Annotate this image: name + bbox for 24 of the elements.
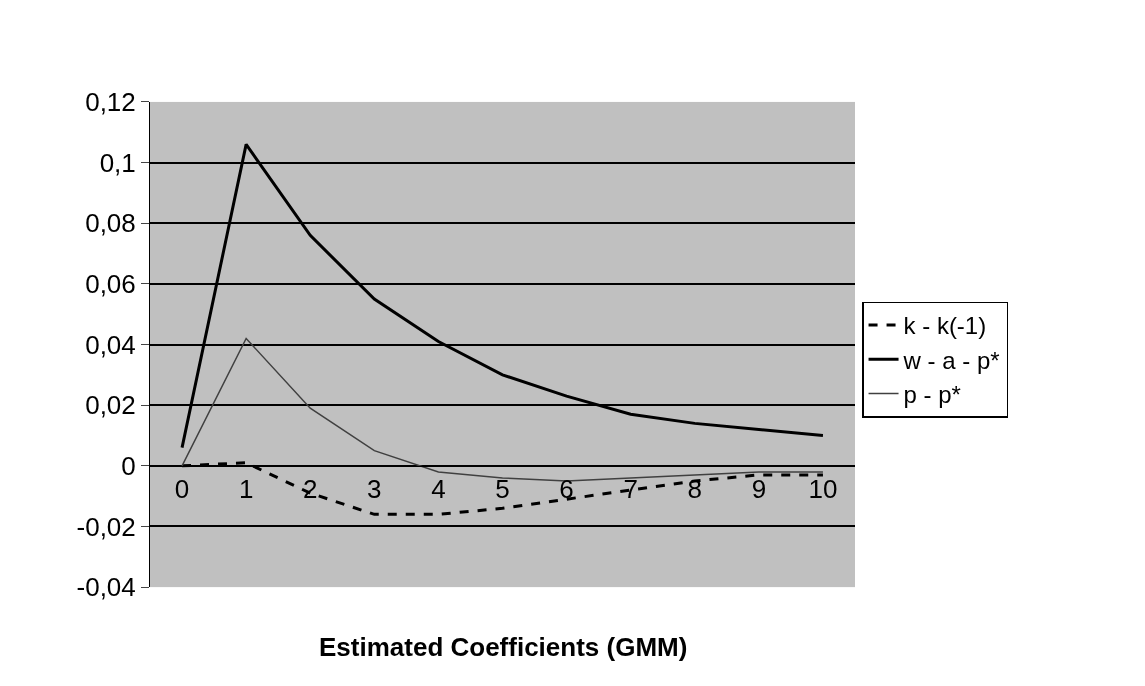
y-tick-label: 0 <box>121 450 136 481</box>
x-tick-label: 5 <box>495 474 510 505</box>
x-tick-label: 2 <box>303 474 318 505</box>
legend-label: k - k(-1) <box>903 312 987 340</box>
y-tick-label: 0,06 <box>85 268 136 299</box>
y-tick-label: 0,02 <box>85 390 136 421</box>
x-axis-title: Estimated Coefficients (GMM) <box>319 632 688 662</box>
x-tick-label: 7 <box>623 474 638 505</box>
y-tick-label: 0,04 <box>85 329 136 360</box>
x-tick-label: 1 <box>238 474 254 505</box>
line-series <box>181 337 824 482</box>
y-tick-label: 0,08 <box>85 208 136 239</box>
x-tick-label: 6 <box>559 474 574 505</box>
y-tick-label: -0,04 <box>76 572 136 603</box>
x-tick-label: 10 <box>808 474 838 505</box>
y-tick-label: 0,12 <box>85 87 136 118</box>
x-tick-label: 0 <box>174 474 190 505</box>
y-tick-label: 0,1 <box>99 147 136 178</box>
x-tick-label: 3 <box>367 474 382 505</box>
x-tick-label: 4 <box>431 474 446 505</box>
legend-label: w - a - p* <box>902 346 1000 374</box>
x-tick-label: 9 <box>751 474 767 505</box>
legend-label: p - p* <box>903 380 961 408</box>
y-tick-label: -0,02 <box>76 511 136 542</box>
